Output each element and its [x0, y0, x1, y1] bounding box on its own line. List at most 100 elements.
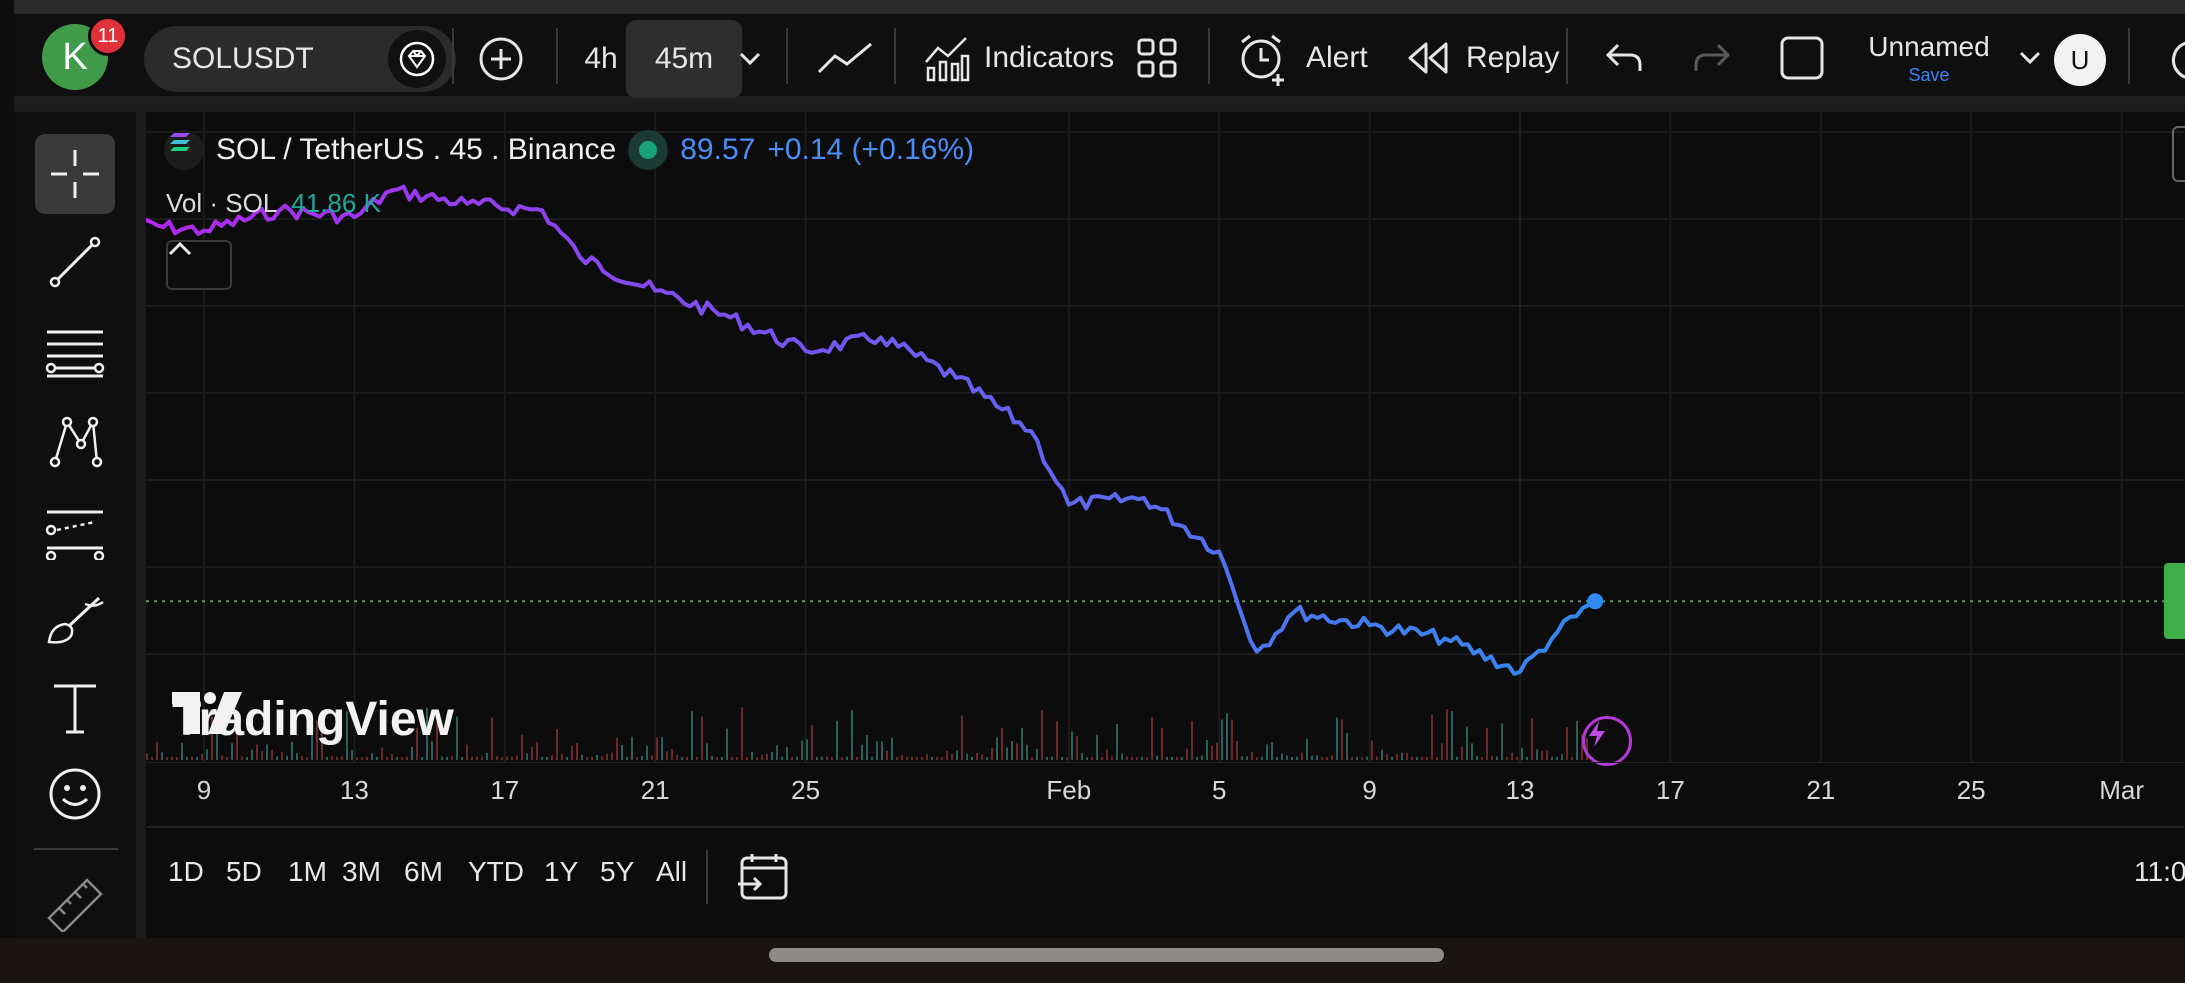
volume-bar — [1536, 749, 1538, 760]
volume-legend[interactable]: Vol · SOL 41.86 K — [166, 188, 381, 219]
volume-bar — [821, 756, 823, 760]
rewind-icon[interactable] — [1400, 28, 1456, 88]
home-indicator[interactable] — [769, 948, 1444, 962]
brush-icon[interactable] — [35, 580, 115, 660]
volume-bar — [1266, 744, 1268, 760]
fib-retracement-icon[interactable] — [35, 312, 115, 392]
grid-icon[interactable] — [1126, 28, 1188, 88]
range-button-3m[interactable]: 3M — [342, 856, 381, 887]
volume-bar — [361, 756, 363, 760]
volume-bar — [1126, 756, 1128, 760]
chevron-down-icon[interactable] — [728, 30, 772, 88]
chart-pane[interactable]: SOL / TetherUS . 45 . Binance 89.57 +0.1… — [146, 112, 2185, 940]
volume-bar — [1436, 756, 1438, 760]
clock-readout[interactable]: 11:07 — [2134, 856, 2185, 887]
redo-icon[interactable] — [1684, 28, 1740, 88]
volume-bar — [1166, 756, 1168, 760]
chevron-down-icon[interactable] — [2008, 28, 2052, 88]
text-tool-icon[interactable] — [35, 668, 115, 748]
lightning-icon[interactable] — [1582, 716, 1632, 766]
volume-bar — [981, 754, 983, 760]
volume-bar — [801, 740, 803, 760]
alert-button[interactable]: Alert — [1306, 28, 1376, 88]
volume-bar — [736, 756, 738, 760]
emoji-icon[interactable] — [35, 754, 115, 834]
time-tick-label: Feb — [1046, 775, 1092, 805]
volume-bar — [721, 757, 723, 760]
volume-bar — [1221, 719, 1223, 760]
indicators-button[interactable]: Indicators — [984, 28, 1114, 88]
range-button-6m[interactable]: 6M — [404, 856, 443, 887]
timeframe-45m[interactable]: 45m — [626, 20, 742, 98]
volume-bar — [1396, 754, 1398, 760]
range-button-1m[interactable]: 1M — [288, 856, 327, 887]
user-avatar[interactable]: U — [2054, 34, 2106, 86]
volume-bar — [476, 756, 478, 760]
toolbar-divider — [556, 28, 558, 84]
notification-badge[interactable]: 11 — [88, 16, 128, 56]
forecast-icon[interactable] — [35, 492, 115, 572]
volume-bar — [926, 754, 928, 760]
plus-circle-icon[interactable] — [472, 30, 530, 88]
save-label[interactable]: Save — [1908, 64, 1950, 85]
volume-bar — [956, 750, 958, 760]
volume-bar — [646, 745, 648, 760]
volume-bar — [1361, 757, 1363, 760]
time-tick-label: 13 — [339, 775, 369, 805]
time-axis[interactable]: 9 13 17 21 25 Feb 5 9 13 17 21 25 Mar — [146, 762, 2185, 814]
volume-bar — [606, 753, 608, 760]
gem-icon[interactable] — [388, 30, 446, 88]
calendar-goto-icon[interactable] — [736, 850, 792, 906]
volume-bar — [1271, 742, 1273, 760]
price-series-line — [146, 184, 1597, 676]
timeframe-4h[interactable]: 4h — [574, 26, 628, 92]
volume-bar — [1351, 756, 1353, 760]
range-button-1y[interactable]: 1Y — [544, 856, 579, 887]
volume-bar — [856, 756, 858, 760]
volume-bar — [1501, 723, 1503, 760]
price-chart[interactable] — [146, 112, 2185, 762]
line-chart-icon[interactable] — [810, 28, 880, 88]
collapse-legend-button[interactable] — [166, 240, 232, 290]
pattern-icon[interactable] — [35, 402, 115, 482]
volume-bar — [1406, 752, 1408, 760]
symbol-description: SOL / TetherUS . 45 . Binance — [216, 133, 617, 166]
volume-bar — [1476, 756, 1478, 760]
trend-line-icon[interactable] — [35, 222, 115, 302]
timeframe-label: 4h — [584, 42, 618, 75]
volume-bar — [401, 756, 403, 760]
volume-bar — [1291, 756, 1293, 760]
volume-bar — [616, 737, 618, 760]
replay-button[interactable]: Replay — [1466, 28, 1559, 88]
volume-bar — [1431, 714, 1433, 760]
volume-bar — [461, 756, 463, 760]
crosshair-icon[interactable] — [35, 134, 115, 214]
range-button-5d[interactable]: 5D — [226, 856, 262, 887]
drawing-toolbar — [14, 112, 136, 938]
range-button-5y[interactable]: 5Y — [600, 856, 635, 887]
volume-bar — [211, 716, 213, 760]
volume-bars — [146, 707, 1593, 760]
volume-bar — [1071, 731, 1073, 760]
volume-bar — [586, 756, 588, 760]
volume-bar — [1216, 742, 1218, 760]
symbol-legend[interactable]: SOL / TetherUS . 45 . Binance 89.57 +0.1… — [164, 128, 974, 172]
timeframe-label: 45m — [654, 42, 714, 75]
square-icon[interactable] — [1770, 28, 1834, 88]
ruler-icon[interactable] — [35, 864, 115, 944]
undo-icon[interactable] — [1596, 28, 1652, 88]
range-button-1d[interactable]: 1D — [168, 856, 204, 887]
volume-bar — [906, 756, 908, 760]
range-button-ytd[interactable]: YTD — [468, 856, 524, 887]
refresh-icon[interactable] — [2164, 30, 2185, 88]
layout-name-button[interactable]: Unnamed Save — [1854, 24, 2004, 92]
range-button-all[interactable]: All — [656, 856, 688, 887]
indicators-icon[interactable] — [916, 28, 976, 88]
alarm-plus-icon[interactable] — [1230, 26, 1296, 92]
volume-bar — [1026, 744, 1028, 760]
volume-bar — [1561, 754, 1563, 760]
volume-bar — [1001, 728, 1003, 760]
volume-bar — [1106, 749, 1108, 760]
volume-bar — [1211, 745, 1213, 760]
price-axis-settings-button[interactable] — [2172, 126, 2185, 182]
